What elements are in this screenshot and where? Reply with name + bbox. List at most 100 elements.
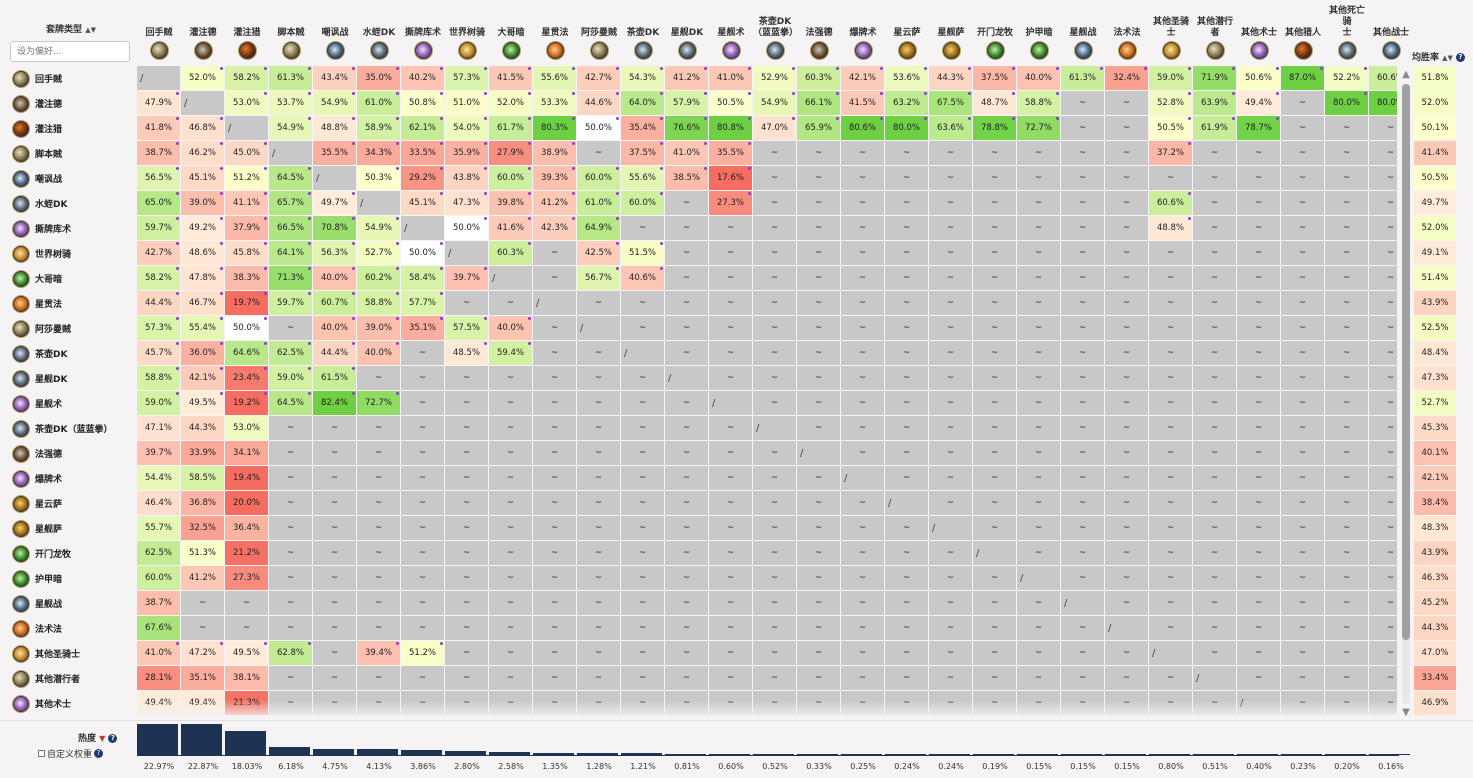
matchup-cell-empty[interactable]: ~ bbox=[1281, 266, 1324, 290]
matchup-cell-empty[interactable]: ~ bbox=[1105, 241, 1148, 265]
matchup-cell-empty[interactable]: ~ bbox=[1193, 566, 1236, 590]
matchup-cell-empty[interactable]: ~ bbox=[797, 416, 840, 440]
matchup-cell-empty[interactable]: ~ bbox=[841, 566, 884, 590]
matchup-cell[interactable]: 50.3% bbox=[357, 166, 400, 190]
matchup-cell-empty[interactable]: ~ bbox=[1237, 391, 1280, 415]
matchup-cell-empty[interactable]: ~ bbox=[313, 416, 356, 440]
matchup-cell-empty[interactable]: ~ bbox=[1237, 641, 1280, 665]
matchup-cell-empty[interactable]: ~ bbox=[577, 291, 620, 315]
matchup-cell[interactable]: 54.9% bbox=[357, 216, 400, 240]
matchup-cell-empty[interactable]: ~ bbox=[357, 591, 400, 615]
matchup-cell-empty[interactable]: ~ bbox=[1149, 466, 1192, 490]
custom-weights-checkbox[interactable] bbox=[38, 750, 45, 757]
matchup-cell-empty[interactable]: ~ bbox=[885, 616, 928, 640]
matchup-cell[interactable]: 38.7% bbox=[137, 591, 180, 615]
matchup-cell[interactable]: 37.2% bbox=[1149, 141, 1192, 165]
matchup-cell-empty[interactable]: ~ bbox=[1105, 591, 1148, 615]
matchup-cell-empty[interactable]: ~ bbox=[621, 316, 664, 340]
matchup-cell-empty[interactable]: ~ bbox=[1325, 616, 1368, 640]
matchup-cell[interactable]: 71.3% bbox=[269, 266, 312, 290]
matchup-cell-mirror[interactable]: / bbox=[621, 341, 664, 365]
matchup-cell-empty[interactable]: ~ bbox=[841, 291, 884, 315]
column-header[interactable]: 嘲讽战 bbox=[313, 14, 357, 60]
matchup-cell[interactable]: 80.0% bbox=[885, 116, 928, 140]
column-header[interactable]: 其他潜行者 bbox=[1193, 14, 1237, 60]
matchup-cell-empty[interactable]: ~ bbox=[445, 291, 488, 315]
matchup-cell[interactable]: 47.8% bbox=[181, 266, 224, 290]
matchup-cell-empty[interactable]: ~ bbox=[1193, 616, 1236, 640]
matchup-cell-empty[interactable]: ~ bbox=[489, 541, 532, 565]
matchup-cell-empty[interactable]: ~ bbox=[1017, 616, 1060, 640]
matchup-cell[interactable]: 40.6% bbox=[621, 266, 664, 290]
matchup-cell-empty[interactable]: ~ bbox=[445, 441, 488, 465]
matchup-cell-empty[interactable]: ~ bbox=[489, 491, 532, 515]
matchup-cell-empty[interactable]: ~ bbox=[313, 491, 356, 515]
matchup-cell-mirror[interactable]: / bbox=[401, 216, 444, 240]
matchup-cell-empty[interactable]: ~ bbox=[1061, 291, 1104, 315]
matchup-cell-empty[interactable]: ~ bbox=[841, 591, 884, 615]
matchup-cell[interactable]: 50.8% bbox=[401, 91, 444, 115]
matchup-cell[interactable]: 58.8% bbox=[137, 366, 180, 390]
matchup-cell-empty[interactable]: ~ bbox=[665, 641, 708, 665]
matchup-cell-empty[interactable]: ~ bbox=[489, 466, 532, 490]
matchup-cell[interactable]: 19.4% bbox=[225, 466, 268, 490]
matchup-cell-empty[interactable]: ~ bbox=[577, 491, 620, 515]
matchup-cell-empty[interactable]: ~ bbox=[401, 341, 444, 365]
matchup-cell-empty[interactable]: ~ bbox=[753, 566, 796, 590]
matchup-cell[interactable]: 38.5% bbox=[665, 166, 708, 190]
matchup-cell-empty[interactable]: ~ bbox=[225, 591, 268, 615]
matchup-cell-mirror[interactable]: / bbox=[577, 316, 620, 340]
matchup-cell-empty[interactable]: ~ bbox=[1369, 241, 1397, 265]
matchup-cell-empty[interactable]: ~ bbox=[1237, 341, 1280, 365]
matchup-cell-empty[interactable]: ~ bbox=[621, 566, 664, 590]
row-header[interactable]: 灌注猎 bbox=[10, 116, 136, 141]
matchup-cell-empty[interactable]: ~ bbox=[1325, 241, 1368, 265]
matchup-cell-empty[interactable]: ~ bbox=[1105, 366, 1148, 390]
sort-arrows-icon[interactable]: ▲▼ bbox=[85, 26, 96, 34]
matchup-cell-empty[interactable]: ~ bbox=[973, 416, 1016, 440]
matchup-cell-empty[interactable]: ~ bbox=[665, 666, 708, 690]
matchup-cell-empty[interactable]: ~ bbox=[445, 666, 488, 690]
matchup-cell[interactable]: 60.0% bbox=[621, 191, 664, 215]
matchup-cell[interactable]: 58.2% bbox=[225, 66, 268, 90]
matchup-cell-empty[interactable]: ~ bbox=[797, 491, 840, 515]
matchup-cell[interactable]: 35.9% bbox=[445, 141, 488, 165]
matchup-cell-empty[interactable]: ~ bbox=[1193, 516, 1236, 540]
matchup-cell-empty[interactable]: ~ bbox=[401, 566, 444, 590]
matchup-cell[interactable]: 54.3% bbox=[621, 66, 664, 90]
matchup-cell-empty[interactable]: ~ bbox=[577, 466, 620, 490]
matchup-cell-mirror[interactable]: / bbox=[665, 366, 708, 390]
matchup-cell-empty[interactable]: ~ bbox=[841, 616, 884, 640]
matchup-cell-empty[interactable]: ~ bbox=[1105, 341, 1148, 365]
matchup-cell-empty[interactable]: ~ bbox=[313, 541, 356, 565]
matchup-cell[interactable]: 19.7% bbox=[225, 291, 268, 315]
matchup-cell[interactable]: 80.8% bbox=[709, 116, 752, 140]
matchup-cell[interactable]: 41.0% bbox=[709, 66, 752, 90]
matchup-cell-empty[interactable]: ~ bbox=[1017, 341, 1060, 365]
matchup-cell-empty[interactable]: ~ bbox=[1281, 91, 1324, 115]
matchup-cell[interactable]: 19.2% bbox=[225, 391, 268, 415]
matchup-cell-empty[interactable]: ~ bbox=[1149, 491, 1192, 515]
matchup-cell-mirror[interactable]: / bbox=[269, 141, 312, 165]
matchup-cell-empty[interactable]: ~ bbox=[1193, 591, 1236, 615]
matchup-cell-empty[interactable]: ~ bbox=[1149, 241, 1192, 265]
matchup-cell-empty[interactable]: ~ bbox=[709, 241, 752, 265]
matchup-cell-empty[interactable]: ~ bbox=[797, 391, 840, 415]
matchup-cell-empty[interactable]: ~ bbox=[577, 391, 620, 415]
matchup-cell[interactable]: 58.8% bbox=[1017, 91, 1060, 115]
matchup-cell-empty[interactable]: ~ bbox=[1281, 516, 1324, 540]
matchup-cell-empty[interactable]: ~ bbox=[1017, 466, 1060, 490]
matchup-cell-empty[interactable]: ~ bbox=[1061, 141, 1104, 165]
matchup-cell-empty[interactable]: ~ bbox=[665, 216, 708, 240]
matchup-cell-mirror[interactable]: / bbox=[1017, 566, 1060, 590]
matchup-cell[interactable]: 21.2% bbox=[225, 541, 268, 565]
matchup-cell[interactable]: 34.1% bbox=[225, 441, 268, 465]
matchup-cell-empty[interactable]: ~ bbox=[577, 416, 620, 440]
matchup-cell-empty[interactable]: ~ bbox=[357, 616, 400, 640]
matchup-cell-empty[interactable]: ~ bbox=[1325, 191, 1368, 215]
matchup-cell[interactable]: 49.5% bbox=[181, 391, 224, 415]
matchup-cell-empty[interactable]: ~ bbox=[1325, 566, 1368, 590]
matchup-cell-empty[interactable]: ~ bbox=[665, 491, 708, 515]
matchup-cell[interactable]: 38.9% bbox=[533, 141, 576, 165]
matchup-cell-empty[interactable]: ~ bbox=[753, 466, 796, 490]
